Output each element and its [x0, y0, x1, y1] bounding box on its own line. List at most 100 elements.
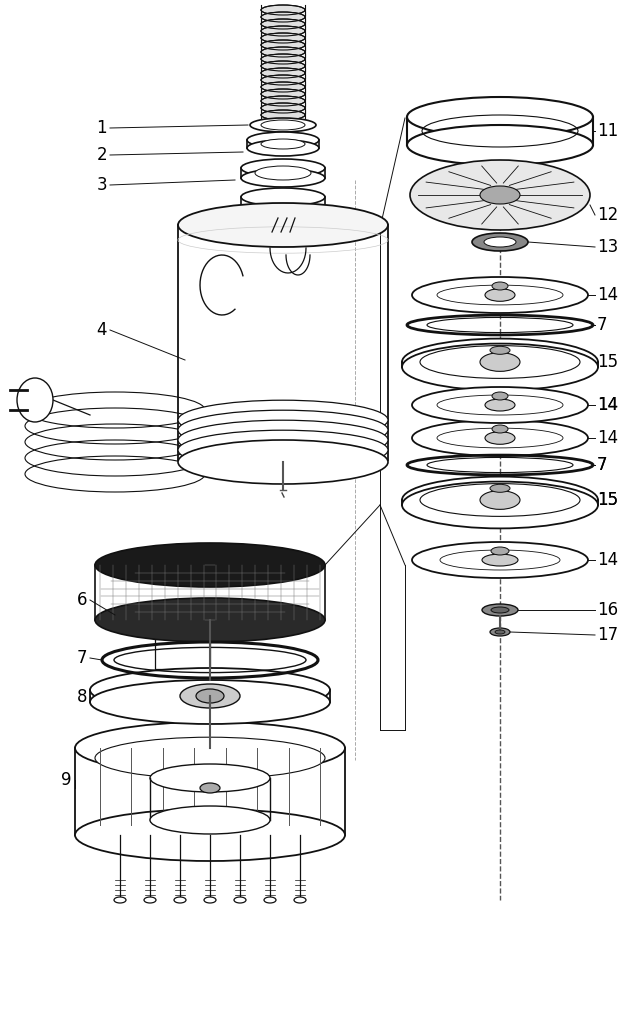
- Ellipse shape: [150, 806, 270, 834]
- Ellipse shape: [261, 47, 305, 57]
- Ellipse shape: [178, 203, 388, 247]
- Ellipse shape: [402, 481, 598, 528]
- Ellipse shape: [407, 125, 593, 165]
- Text: 7: 7: [597, 456, 608, 474]
- Ellipse shape: [178, 420, 388, 460]
- Ellipse shape: [234, 897, 246, 903]
- Ellipse shape: [402, 476, 598, 523]
- Text: 14: 14: [597, 396, 618, 414]
- Ellipse shape: [407, 97, 593, 137]
- Ellipse shape: [247, 132, 319, 148]
- Ellipse shape: [480, 490, 520, 509]
- Ellipse shape: [261, 89, 305, 99]
- Ellipse shape: [261, 75, 305, 85]
- Text: 17: 17: [597, 626, 618, 644]
- Ellipse shape: [261, 120, 305, 130]
- Text: 7: 7: [76, 649, 87, 667]
- Ellipse shape: [492, 425, 508, 433]
- Ellipse shape: [294, 897, 306, 903]
- Text: 2: 2: [96, 146, 107, 164]
- Ellipse shape: [241, 159, 325, 177]
- Text: 14: 14: [597, 396, 618, 414]
- Ellipse shape: [180, 684, 240, 708]
- Ellipse shape: [178, 440, 388, 484]
- Text: 6: 6: [76, 591, 87, 609]
- Ellipse shape: [412, 387, 588, 423]
- Ellipse shape: [490, 484, 510, 493]
- Ellipse shape: [255, 166, 311, 180]
- Ellipse shape: [482, 554, 518, 566]
- Ellipse shape: [412, 278, 588, 313]
- Ellipse shape: [490, 628, 510, 636]
- Ellipse shape: [150, 764, 270, 792]
- Text: 14: 14: [597, 429, 618, 447]
- Ellipse shape: [482, 604, 518, 616]
- Ellipse shape: [484, 237, 516, 247]
- Ellipse shape: [95, 737, 325, 779]
- Ellipse shape: [261, 33, 305, 43]
- Text: 4: 4: [96, 321, 107, 339]
- Ellipse shape: [492, 282, 508, 290]
- Ellipse shape: [178, 430, 388, 470]
- Ellipse shape: [90, 680, 330, 724]
- Polygon shape: [165, 599, 200, 618]
- Ellipse shape: [412, 420, 588, 456]
- Ellipse shape: [247, 140, 319, 156]
- Ellipse shape: [485, 289, 515, 301]
- Ellipse shape: [492, 392, 508, 400]
- Ellipse shape: [261, 19, 305, 29]
- Polygon shape: [155, 618, 210, 669]
- Ellipse shape: [261, 68, 305, 78]
- Ellipse shape: [261, 61, 305, 71]
- Ellipse shape: [261, 12, 305, 22]
- Ellipse shape: [90, 668, 330, 712]
- Ellipse shape: [196, 689, 224, 703]
- Ellipse shape: [114, 897, 126, 903]
- Ellipse shape: [178, 411, 388, 450]
- Ellipse shape: [174, 897, 186, 903]
- Ellipse shape: [261, 5, 305, 15]
- Ellipse shape: [480, 352, 520, 372]
- Ellipse shape: [200, 783, 220, 793]
- Text: 1: 1: [96, 119, 107, 137]
- Ellipse shape: [261, 139, 305, 150]
- Text: 15: 15: [597, 490, 618, 509]
- Text: 13: 13: [597, 238, 619, 256]
- Ellipse shape: [264, 897, 276, 903]
- Ellipse shape: [75, 809, 345, 861]
- Ellipse shape: [402, 339, 598, 385]
- Text: 15: 15: [597, 353, 618, 371]
- Ellipse shape: [261, 96, 305, 106]
- Ellipse shape: [485, 432, 515, 444]
- Text: 11: 11: [597, 122, 619, 140]
- Text: 15: 15: [597, 490, 618, 509]
- Ellipse shape: [17, 378, 53, 422]
- Ellipse shape: [75, 722, 345, 774]
- Ellipse shape: [241, 169, 325, 187]
- Ellipse shape: [491, 547, 509, 555]
- Ellipse shape: [204, 897, 216, 903]
- Ellipse shape: [261, 40, 305, 50]
- Text: 14: 14: [597, 286, 618, 304]
- Ellipse shape: [250, 118, 316, 132]
- Text: 7: 7: [597, 456, 608, 474]
- Ellipse shape: [261, 103, 305, 113]
- Text: 9: 9: [62, 771, 72, 790]
- Ellipse shape: [241, 188, 325, 206]
- Ellipse shape: [178, 400, 388, 439]
- Ellipse shape: [495, 630, 505, 634]
- Ellipse shape: [261, 110, 305, 120]
- Ellipse shape: [261, 54, 305, 63]
- Ellipse shape: [241, 216, 325, 234]
- Ellipse shape: [490, 346, 510, 354]
- Text: 7: 7: [597, 316, 608, 334]
- Ellipse shape: [95, 598, 325, 642]
- Text: 3: 3: [96, 176, 107, 194]
- Ellipse shape: [410, 160, 590, 230]
- Ellipse shape: [261, 26, 305, 36]
- Ellipse shape: [402, 344, 598, 390]
- Text: 16: 16: [597, 601, 618, 618]
- Ellipse shape: [144, 897, 156, 903]
- Text: 8: 8: [76, 688, 87, 706]
- Ellipse shape: [261, 82, 305, 92]
